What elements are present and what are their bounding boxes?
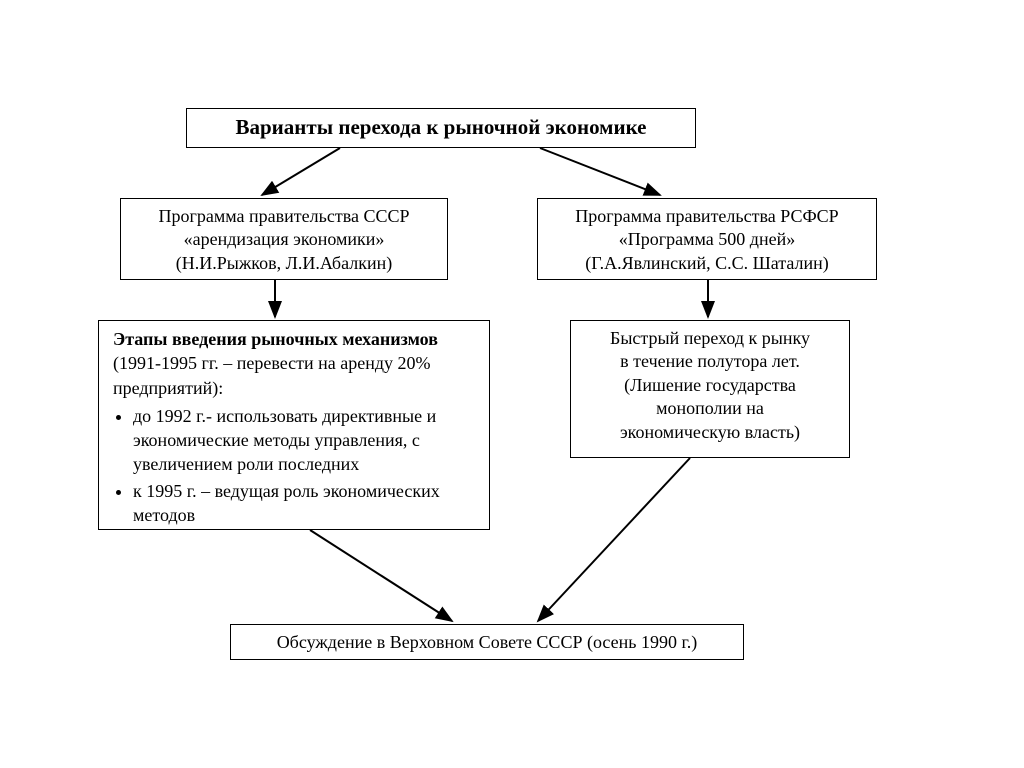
title-text: Варианты перехода к рыночной экономике bbox=[236, 115, 647, 139]
left-detail-bullet2: к 1995 г. – ведущая роль экономических м… bbox=[133, 479, 475, 528]
left-detail-header: Этапы введения рыночных механизмов bbox=[113, 329, 438, 349]
edge-title-to-right_program bbox=[540, 148, 660, 195]
title-box: Варианты перехода к рыночной экономике bbox=[186, 108, 696, 148]
left-program-box: Программа правительства СССР «арендизаци… bbox=[120, 198, 448, 280]
final-text: Обсуждение в Верховном Совете СССР (осен… bbox=[277, 632, 698, 652]
right-program-box: Программа правительства РСФСР «Программа… bbox=[537, 198, 877, 280]
right-detail-line1: Быстрый переход к рынку bbox=[585, 327, 835, 350]
right-program-line3: (Г.А.Явлинский, С.С. Шаталин) bbox=[552, 252, 862, 275]
left-detail-sub: (1991-1995 гг. – перевести на аренду 20%… bbox=[113, 353, 431, 397]
left-detail-bullet1: до 1992 г.- использовать директивные и э… bbox=[133, 404, 475, 477]
left-detail-box: Этапы введения рыночных механизмов (1991… bbox=[98, 320, 490, 530]
right-detail-line4: монополии на bbox=[585, 397, 835, 420]
edge-title-to-left_program bbox=[262, 148, 340, 195]
right-program-line2: «Программа 500 дней» bbox=[552, 228, 862, 251]
right-detail-line5: экономическую власть) bbox=[585, 421, 835, 444]
right-detail-line3: (Лишение государства bbox=[585, 374, 835, 397]
right-detail-line2: в течение полутора лет. bbox=[585, 350, 835, 373]
left-program-line1: Программа правительства СССР bbox=[135, 205, 433, 228]
edge-right_detail-to-final bbox=[538, 458, 690, 621]
right-detail-box: Быстрый переход к рынку в течение полуто… bbox=[570, 320, 850, 458]
right-program-line1: Программа правительства РСФСР bbox=[552, 205, 862, 228]
final-box: Обсуждение в Верховном Совете СССР (осен… bbox=[230, 624, 744, 660]
left-program-line2: «арендизация экономики» bbox=[135, 228, 433, 251]
edge-left_detail-to-final bbox=[310, 530, 452, 621]
left-program-line3: (Н.И.Рыжков, Л.И.Абалкин) bbox=[135, 252, 433, 275]
left-detail-bullets: до 1992 г.- использовать директивные и э… bbox=[113, 404, 475, 527]
